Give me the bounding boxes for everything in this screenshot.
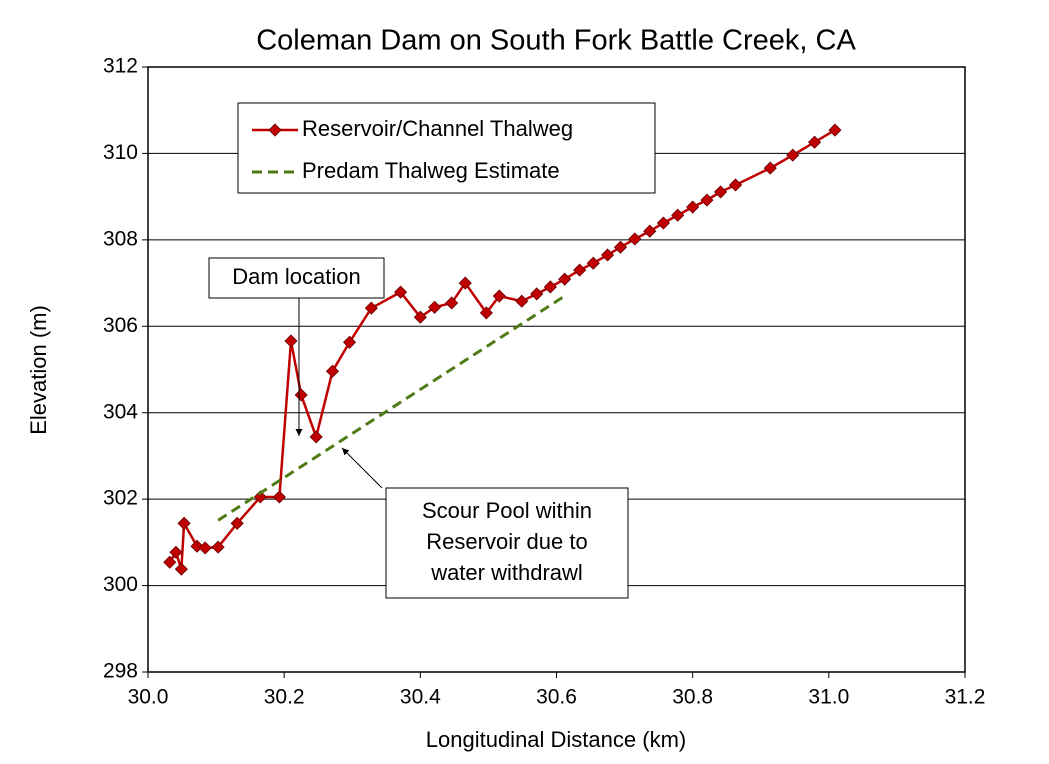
data-point	[325, 364, 340, 378]
data-point	[458, 276, 472, 290]
data-point	[586, 256, 600, 270]
y-tick-label: 302	[103, 487, 138, 510]
annotation-text: Dam location	[232, 264, 360, 289]
data-point	[728, 178, 743, 192]
legend-label: Predam Thalweg Estimate	[302, 158, 560, 183]
data-point	[492, 289, 506, 303]
y-tick-label: 306	[103, 314, 138, 337]
y-tick-label: 310	[103, 141, 138, 164]
data-point	[700, 193, 714, 207]
plot-frame	[147, 66, 966, 673]
x-axis-label: Longitudinal Distance (km)	[426, 727, 686, 752]
data-point	[284, 334, 298, 348]
data-point	[230, 516, 244, 530]
annotation-arrow	[341, 447, 383, 489]
data-point	[177, 516, 191, 530]
y-tick-label: 300	[103, 573, 138, 596]
x-tick-label: 30.6	[536, 686, 577, 709]
data-point	[828, 123, 842, 137]
series-line	[217, 294, 566, 522]
data-point	[174, 562, 188, 576]
data-point	[272, 490, 286, 504]
chart-title: Coleman Dam on South Fork Battle Creek, …	[256, 25, 856, 57]
data-point	[294, 388, 308, 402]
data-point	[309, 430, 323, 444]
data-point	[643, 224, 657, 238]
x-tick-label: 30.0	[128, 686, 169, 709]
legend-marker	[268, 123, 282, 137]
data-point	[198, 541, 212, 555]
data-point	[163, 555, 177, 569]
data-point	[515, 294, 529, 308]
data-point	[413, 310, 427, 324]
y-tick-label: 298	[103, 660, 138, 683]
x-tick-label: 31.2	[945, 686, 986, 709]
data-point	[656, 216, 670, 230]
data-point	[558, 272, 572, 286]
data-point	[428, 300, 442, 314]
data-point	[479, 306, 493, 320]
x-tick-label: 30.4	[400, 686, 441, 709]
data-point	[671, 208, 685, 222]
data-point	[600, 248, 615, 262]
y-tick-label: 312	[103, 55, 138, 78]
data-point	[628, 232, 642, 246]
data-point	[763, 161, 777, 175]
legend-box	[237, 102, 656, 194]
legend: Reservoir/Channel Thalweg Predam Thalweg …	[237, 102, 656, 194]
data-point	[211, 540, 225, 554]
y-tick-label: 308	[103, 227, 138, 250]
y-tick-label: 304	[103, 400, 138, 423]
data-point	[786, 148, 800, 162]
data-point	[714, 185, 728, 199]
annotation-text: Scour Pool within	[422, 498, 592, 523]
data-point	[253, 490, 267, 504]
data-point	[394, 285, 408, 299]
x-tick-label: 30.2	[264, 686, 305, 709]
annotation-text: water withdrawl	[430, 560, 583, 585]
data-point	[530, 287, 544, 301]
data-point	[342, 335, 357, 349]
data-point	[613, 240, 628, 254]
y-axis-label: Elevation (m)	[26, 305, 51, 435]
data-point	[364, 301, 378, 315]
x-tick-label: 31.0	[808, 686, 849, 709]
annotation-box	[208, 257, 385, 299]
data-point	[807, 135, 822, 149]
data-point	[445, 296, 459, 310]
x-tick-label: 30.8	[672, 686, 713, 709]
data-point	[169, 545, 183, 559]
data-point	[686, 200, 700, 214]
annotation-box	[385, 487, 629, 599]
annotation-text: Reservoir due to	[426, 529, 587, 554]
data-point	[543, 280, 557, 294]
data-point	[573, 263, 587, 277]
legend-label: Reservoir/Channel Thalweg	[302, 116, 573, 141]
